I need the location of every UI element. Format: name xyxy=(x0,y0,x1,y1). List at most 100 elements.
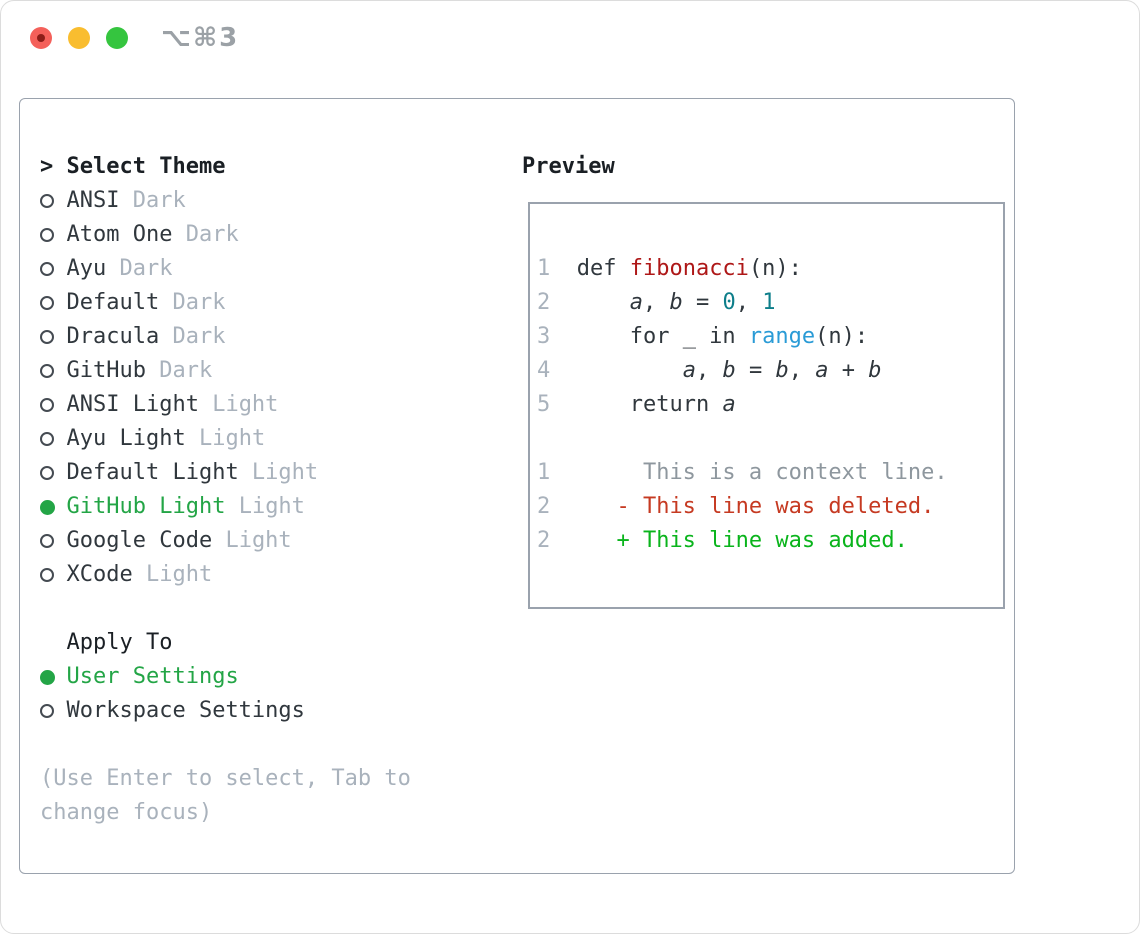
option-label: Ayu xyxy=(66,256,107,281)
theme-option-ansi-light[interactable]: ANSI Light Light xyxy=(40,388,500,422)
apply-to-header: Apply To xyxy=(40,626,500,660)
theme-option-ayu[interactable]: Ayu Dark xyxy=(40,252,500,286)
theme-option-github[interactable]: GitHub Dark xyxy=(40,354,500,388)
radio-selected-icon xyxy=(40,500,55,515)
code-token: , xyxy=(788,358,816,383)
code-line: 5 return a xyxy=(537,388,1003,422)
radio-selected-icon xyxy=(40,670,55,685)
apply-option-user-settings[interactable]: User Settings xyxy=(40,660,500,694)
code-token: 1 xyxy=(762,290,776,315)
theme-option-google-code[interactable]: Google Code Light xyxy=(40,524,500,558)
option-label: XCode xyxy=(66,562,133,587)
line-number: 3 xyxy=(537,324,551,349)
radio-unselected-icon xyxy=(40,398,54,412)
window-titlebar: ⌥⌘3 xyxy=(1,1,1139,75)
theme-variant-tag: Dark xyxy=(159,290,226,315)
theme-option-default-light[interactable]: Default Light Light xyxy=(40,456,500,490)
diff-text: This line was added. xyxy=(629,528,908,553)
code-token: b xyxy=(669,290,683,315)
diff-marker: + xyxy=(616,528,630,553)
option-label: Dracula xyxy=(66,324,160,349)
line-number: 2 xyxy=(537,290,551,315)
code-token: , xyxy=(695,358,723,383)
theme-option-dracula[interactable]: Dracula Dark xyxy=(40,320,500,354)
code-token xyxy=(577,358,683,383)
radio-unselected-icon xyxy=(40,330,54,344)
option-label: Default xyxy=(66,290,160,315)
code-token: a xyxy=(815,358,829,383)
diff-marker xyxy=(616,456,629,490)
option-label: ANSI xyxy=(66,188,120,213)
hint-line: change focus) xyxy=(40,800,213,825)
diff-text: This is a context line. xyxy=(629,460,948,485)
code-token: for _ in xyxy=(576,324,749,349)
apply-to-label: Apply To xyxy=(66,630,173,655)
radio-unselected-icon xyxy=(40,466,54,480)
theme-option-xcode[interactable]: XCode Light xyxy=(40,558,500,592)
code-token: a xyxy=(722,392,736,417)
option-label: Workspace Settings xyxy=(66,698,305,723)
code-token: 0 xyxy=(722,290,736,315)
preview-title: Preview xyxy=(522,154,615,179)
spacer xyxy=(40,592,500,626)
select-theme-label: Select Theme xyxy=(66,154,226,179)
code-token: (n): xyxy=(815,324,869,349)
theme-picker-column: > Select Theme ANSI Dark Atom One Dark Ayu … xyxy=(40,150,500,830)
radio-unselected-icon xyxy=(40,262,54,276)
code-line: 2 a, b = 0, 1 xyxy=(537,286,1003,320)
minimize-button-icon[interactable] xyxy=(68,27,90,49)
code-token: b xyxy=(722,358,736,383)
close-button-icon[interactable] xyxy=(30,27,52,49)
theme-selector-panel: > Select Theme ANSI Dark Atom One Dark Ayu … xyxy=(19,98,1015,874)
theme-option-ayu-light[interactable]: Ayu Light Light xyxy=(40,422,500,456)
code-token: range xyxy=(748,324,816,349)
diff-line: 2 + This line was added. xyxy=(537,524,1003,558)
theme-variant-tag: Dark xyxy=(145,358,213,383)
code-line: 3 for _ in range(n): xyxy=(537,320,1003,354)
theme-list: ANSI Dark Atom One Dark Ayu Dark Default Da… xyxy=(40,184,500,592)
line-number: 5 xyxy=(537,392,551,417)
theme-variant-tag: Light xyxy=(238,460,319,485)
theme-variant-tag: Light xyxy=(185,426,266,451)
code-token: return xyxy=(576,392,723,417)
hint-line: (Use Enter to select, Tab to xyxy=(40,766,411,791)
option-label: User Settings xyxy=(66,664,239,689)
theme-option-github-light[interactable]: GitHub Light Light xyxy=(40,490,500,524)
theme-variant-tag: Dark xyxy=(172,222,239,247)
theme-variant-tag: Light xyxy=(198,392,279,417)
line-number: 2 xyxy=(537,528,551,553)
code-token: , xyxy=(735,290,763,315)
line-number: 2 xyxy=(537,494,551,519)
theme-option-default[interactable]: Default Dark xyxy=(40,286,500,320)
zoom-button-icon[interactable] xyxy=(106,27,128,49)
prompt-chevron-icon: > xyxy=(40,154,54,179)
code-token: + xyxy=(828,358,869,383)
theme-variant-tag: Light xyxy=(212,528,292,553)
code-line: 4 a, b = b, a + b xyxy=(537,354,1003,388)
line-number: 1 xyxy=(537,460,551,485)
apply-option-workspace-settings[interactable]: Workspace Settings xyxy=(40,694,500,728)
code-token: = xyxy=(735,358,776,383)
code-token: def xyxy=(576,256,630,281)
radio-unselected-icon xyxy=(40,432,54,446)
option-label: GitHub xyxy=(66,358,146,383)
code-token: = xyxy=(682,290,723,315)
line-number: 1 xyxy=(537,256,551,281)
theme-option-atom-one[interactable]: Atom One Dark xyxy=(40,218,500,252)
code-token: b xyxy=(775,358,789,383)
window-title: ⌥⌘3 xyxy=(161,23,240,53)
diff-marker: - xyxy=(616,494,630,519)
code-token: b xyxy=(868,358,882,383)
option-label: ANSI Light xyxy=(66,392,199,417)
radio-unselected-icon xyxy=(40,534,54,548)
diff-preview-lines: 1 This is a context line. 2 - This line wa… xyxy=(537,456,1003,558)
theme-option-ansi[interactable]: ANSI Dark xyxy=(40,184,500,218)
code-token xyxy=(577,290,630,315)
code-line: 1 def fibonacci(n): xyxy=(537,252,1003,286)
radio-unselected-icon xyxy=(40,228,54,242)
select-theme-header: > Select Theme xyxy=(40,150,500,184)
